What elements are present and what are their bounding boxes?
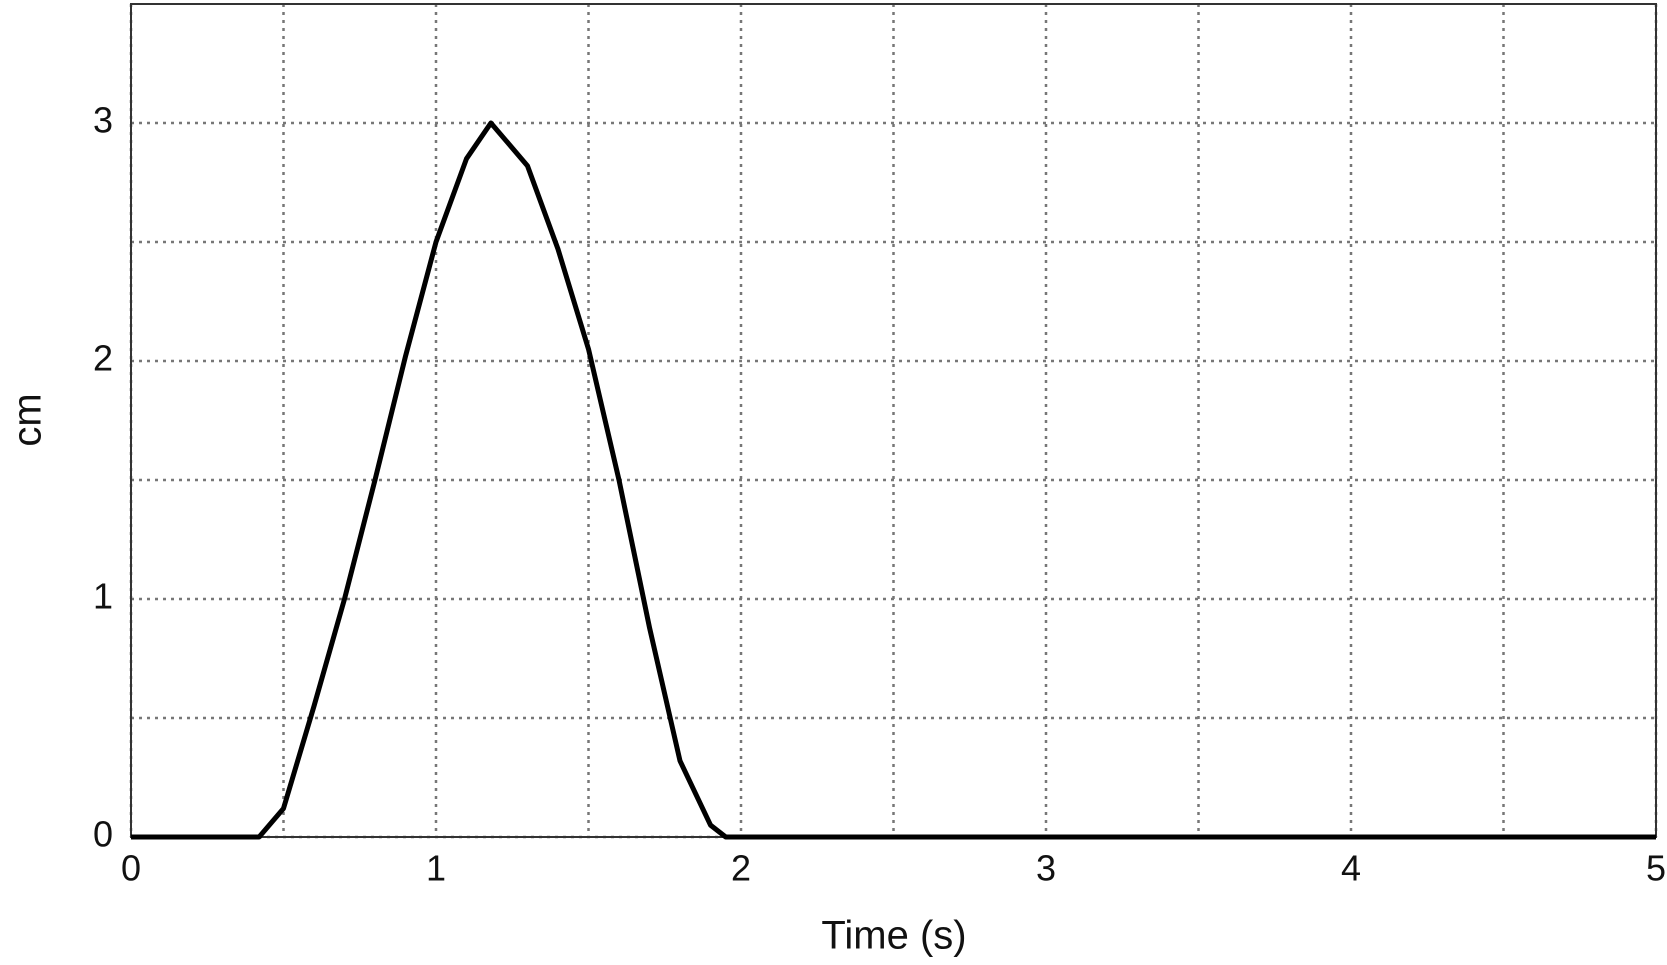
line-series	[131, 120, 1656, 840]
y-tick-label: 2	[93, 338, 113, 379]
x-tick-label: 4	[1341, 848, 1361, 889]
x-tick-label: 5	[1646, 848, 1666, 889]
y-tick-label: 3	[93, 100, 113, 141]
y-tick-label: 1	[93, 576, 113, 617]
x-axis-label: Time (s)	[821, 914, 966, 958]
x-tick-label: 3	[1036, 848, 1056, 889]
x-tick-label: 0	[121, 848, 141, 889]
x-tick-label: 1	[426, 848, 446, 889]
x-tick-label: 2	[731, 848, 751, 889]
y-tick-label: 0	[93, 814, 113, 855]
y-axis-label: cm	[6, 393, 50, 446]
